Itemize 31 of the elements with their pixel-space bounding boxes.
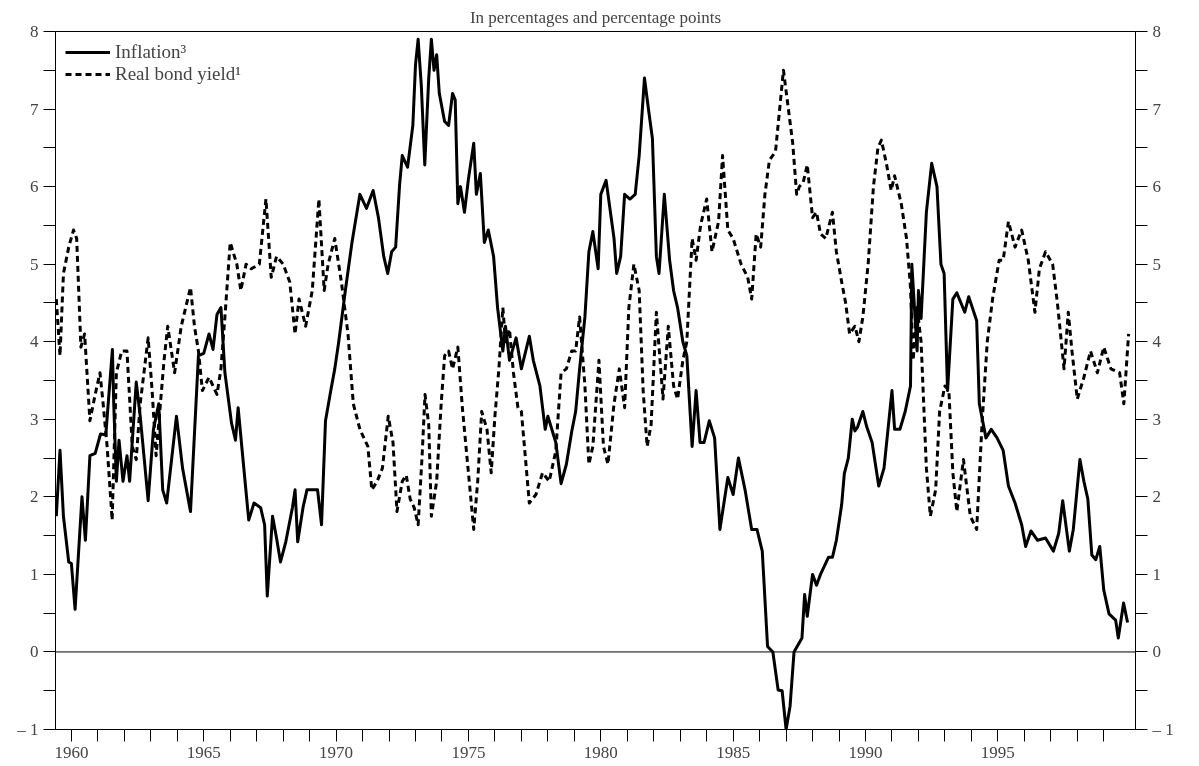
y-tick-label: 7 <box>30 99 39 119</box>
y2-tick-label: – 1 <box>1151 720 1174 739</box>
y2-tick-label: 5 <box>1152 254 1161 274</box>
y-tick-label: 1 <box>30 564 39 584</box>
x-tick-label: 1995 <box>980 742 1015 762</box>
y2-tick-label: 8 <box>1152 22 1161 41</box>
y-tick-label: 2 <box>30 487 39 507</box>
y2-tick-label: 0 <box>1152 642 1161 662</box>
y-tick-label: 0 <box>30 642 39 662</box>
chart-title: In percentages and percentage points <box>469 7 722 27</box>
y2-tick-label: 3 <box>1152 409 1161 429</box>
x-tick-label: 1985 <box>716 742 751 762</box>
y2-tick-label: 7 <box>1152 99 1162 119</box>
y2-tick-label: 1 <box>1152 564 1161 584</box>
y2-tick-label: 4 <box>1152 332 1162 352</box>
legend-label: Inflation³ <box>115 41 187 63</box>
y-tick-label: – 1 <box>16 720 39 739</box>
y-tick-label: 8 <box>30 22 39 41</box>
x-tick-label: 1970 <box>319 742 354 762</box>
legend-label: Real bond yield¹ <box>115 63 242 85</box>
y-tick-label: 6 <box>30 177 39 197</box>
y-tick-label: 3 <box>30 409 39 429</box>
x-tick-label: 1975 <box>451 742 486 762</box>
y2-tick-label: 6 <box>1152 177 1161 197</box>
y-tick-label: 4 <box>30 332 39 352</box>
x-tick-label: 1965 <box>186 742 221 762</box>
y-tick-label: 5 <box>30 254 39 274</box>
x-tick-label: 1990 <box>848 742 883 762</box>
y2-tick-label: 2 <box>1152 487 1161 507</box>
x-tick-label: 1960 <box>54 742 89 762</box>
x-tick-label: 1980 <box>583 742 618 762</box>
